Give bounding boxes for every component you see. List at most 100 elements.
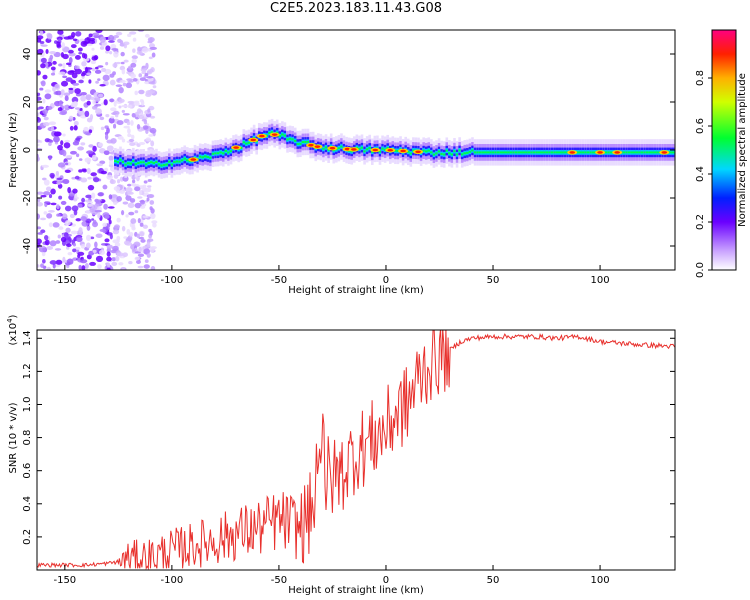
- spectrogram-cell: [146, 241, 151, 248]
- spectrogram-cell: [113, 123, 117, 129]
- spectrogram-cell: [293, 139, 297, 142]
- spectrogram-cell: [68, 52, 76, 57]
- snr-y-axis-label: SNR (10 * v/v): [8, 402, 19, 473]
- spectrogram-cell: [105, 50, 110, 54]
- spectrogram-cell: [581, 151, 585, 154]
- spectrogram-cell: [102, 74, 110, 81]
- spectrogram-cell: [94, 198, 99, 203]
- y-tick-label: 1.0: [22, 397, 33, 413]
- spectrogram-cell: [150, 212, 156, 220]
- spectrogram-cell: [110, 107, 117, 112]
- spectrogram-cell: [131, 179, 136, 184]
- spectrogram-cell: [46, 246, 54, 250]
- spectrogram-cell: [97, 93, 104, 98]
- spectrogram-cell: [72, 188, 78, 194]
- spectrogram-cell: [49, 172, 55, 178]
- spectrogram-cell: [86, 43, 93, 46]
- spectrogram-cell: [301, 141, 305, 143]
- spectrogram-cell: [139, 222, 144, 227]
- spectrogram-cell: [148, 134, 154, 137]
- spectrogram-cell: [478, 151, 482, 154]
- snr-frame: [36, 329, 676, 571]
- spectrogram-cell: [627, 151, 631, 154]
- spectrogram-cell: [107, 34, 115, 42]
- spectrogram-cell: [130, 218, 137, 224]
- spectrogram-cell: [66, 243, 72, 248]
- spectrogram-cell: [455, 153, 459, 156]
- spectrogram-cell: [127, 133, 132, 138]
- spectrogram-cell: [489, 151, 492, 154]
- spectrogram-cell: [299, 142, 302, 145]
- spectrogram-cell: [486, 151, 490, 154]
- spectrogram-cell: [41, 252, 46, 257]
- spectrogram-cell: [141, 186, 148, 192]
- spectrogram-cell: [540, 151, 544, 154]
- spectrogram-cell: [44, 201, 51, 204]
- spectrogram-cell: [99, 160, 106, 165]
- spectrogram-cell: [72, 38, 78, 42]
- spectrogram-cell: [85, 194, 93, 199]
- spectrogram-cell: [68, 87, 74, 91]
- spectrogram-cell: [116, 161, 120, 163]
- spectrogram-cell: [99, 46, 105, 50]
- spectrogram-cell: [79, 259, 88, 264]
- spectrogram-cell: [168, 160, 171, 163]
- spectrogram-cell: [44, 89, 51, 93]
- spectrogram-cell: [75, 153, 80, 158]
- spectrogram-cell: [102, 222, 108, 227]
- spectrogram-cell: [65, 77, 73, 82]
- snr-scale-exponent: 4: [6, 318, 14, 323]
- spectrogram-cell: [522, 151, 526, 154]
- spectrogram-cell: [147, 185, 152, 188]
- spectrogram-cell: [144, 163, 148, 166]
- spectrogram-cell: [62, 256, 66, 263]
- spectrogram-cell: [84, 110, 90, 118]
- spectrogram-cell: [125, 214, 129, 218]
- spectrogram-cell: [484, 151, 487, 154]
- spectrogram-cell: [178, 160, 181, 163]
- spectrogram-cell: [504, 151, 508, 154]
- snr-scale-label: (x104): [6, 314, 19, 345]
- spectrogram-cell: [40, 57, 47, 63]
- spectrogram-cell: [327, 148, 330, 151]
- spectrogram-cell: [625, 151, 628, 154]
- spectrogram-cell: [142, 224, 148, 229]
- spectrogram-cell: [108, 117, 115, 124]
- spectrogram-cell: [81, 52, 86, 59]
- spectrogram-cell: [435, 152, 438, 155]
- spectrogram-cell: [519, 151, 523, 154]
- spectrogram-cell: [69, 125, 74, 131]
- page-title: C2E5.2023.183.11.43.G08: [269, 1, 443, 16]
- spectrogram-cell: [37, 96, 42, 101]
- spectrogram-cell: [123, 236, 128, 239]
- spectrogram-cell: [57, 107, 63, 112]
- spectrogram-cell: [64, 95, 69, 102]
- spectrogram-cell: [43, 191, 51, 196]
- spectrogram-cell: [324, 146, 328, 149]
- spectrogram-cell: [71, 205, 79, 212]
- spectrogram-cell: [535, 151, 539, 154]
- spectrogram-cell: [77, 47, 83, 52]
- spectrogram-cell: [75, 137, 81, 141]
- spectrogram-cell: [95, 233, 103, 238]
- spectrogram-cell: [130, 62, 137, 68]
- spectrogram-cell: [65, 227, 71, 233]
- spectrogram-cell: [37, 117, 42, 123]
- y-tick-label: 0.8: [22, 430, 33, 446]
- spectrogram-cell: [155, 161, 158, 163]
- spectrogram-cell: [378, 150, 382, 153]
- spectrogram-peak: [308, 143, 314, 147]
- spectrogram-cell: [77, 203, 83, 208]
- spectrogram-cell: [58, 63, 63, 67]
- spectrogram-cell: [62, 53, 69, 60]
- spectrogram-cell: [132, 249, 136, 252]
- spectrogram-cell: [50, 202, 57, 206]
- spectrogram-cell: [120, 51, 125, 57]
- spectrogram-cell: [648, 151, 652, 154]
- snr-line: [37, 330, 675, 570]
- spectrogram-cell: [97, 192, 104, 197]
- spectrogram-cell: [214, 152, 217, 155]
- spectrogram-cell: [247, 141, 251, 144]
- spectrogram-cell: [576, 151, 580, 154]
- spectrogram-cell: [147, 194, 155, 199]
